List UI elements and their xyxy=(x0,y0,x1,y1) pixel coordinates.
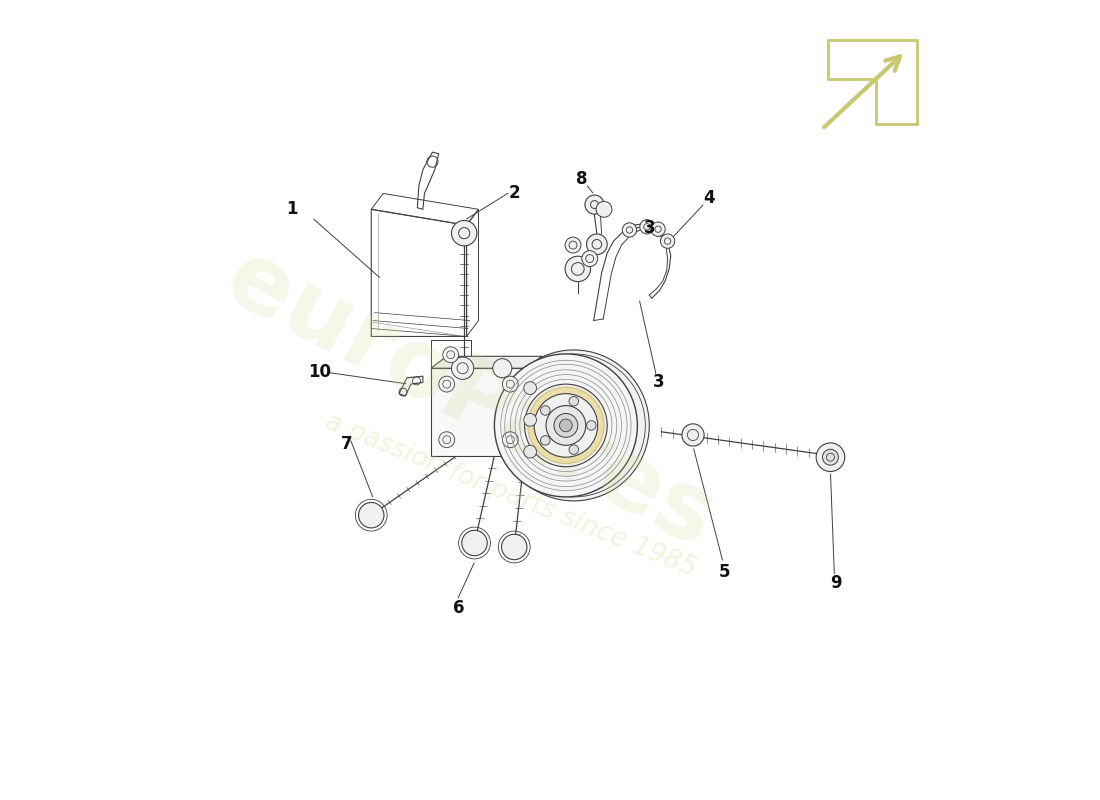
Circle shape xyxy=(823,450,838,465)
Circle shape xyxy=(535,394,597,457)
Text: 5: 5 xyxy=(719,563,730,582)
Circle shape xyxy=(623,223,637,237)
Circle shape xyxy=(660,234,674,248)
Text: 3: 3 xyxy=(644,218,656,237)
Circle shape xyxy=(682,424,704,446)
Text: 9: 9 xyxy=(830,574,842,592)
Text: a passion for parts since 1985: a passion for parts since 1985 xyxy=(321,409,700,582)
Text: 4: 4 xyxy=(703,190,715,207)
Text: 7: 7 xyxy=(341,434,352,453)
Circle shape xyxy=(554,414,578,438)
Polygon shape xyxy=(431,356,542,368)
Circle shape xyxy=(586,234,607,254)
Ellipse shape xyxy=(526,382,543,458)
Polygon shape xyxy=(526,356,542,456)
Text: 3: 3 xyxy=(653,373,664,390)
Circle shape xyxy=(546,406,585,446)
Text: 1: 1 xyxy=(286,200,298,218)
Circle shape xyxy=(585,195,604,214)
Circle shape xyxy=(540,435,550,445)
Circle shape xyxy=(586,421,596,430)
Circle shape xyxy=(596,202,612,218)
Circle shape xyxy=(816,443,845,471)
Circle shape xyxy=(565,237,581,253)
Circle shape xyxy=(525,384,607,466)
Circle shape xyxy=(498,350,649,501)
Circle shape xyxy=(359,502,384,528)
Text: euroPares: euroPares xyxy=(210,233,730,567)
Circle shape xyxy=(582,250,597,266)
Circle shape xyxy=(451,221,477,246)
Circle shape xyxy=(493,358,512,378)
Circle shape xyxy=(540,406,550,415)
Text: 2: 2 xyxy=(508,185,520,202)
Text: 10: 10 xyxy=(308,363,331,381)
Circle shape xyxy=(524,414,537,426)
Text: 6: 6 xyxy=(453,599,464,617)
Circle shape xyxy=(451,357,474,379)
Circle shape xyxy=(640,220,654,234)
Polygon shape xyxy=(431,368,526,456)
Circle shape xyxy=(439,432,454,448)
Circle shape xyxy=(439,376,454,392)
Circle shape xyxy=(503,376,518,392)
Circle shape xyxy=(503,432,518,448)
Circle shape xyxy=(560,419,572,432)
Circle shape xyxy=(569,397,579,406)
Circle shape xyxy=(651,222,666,236)
Circle shape xyxy=(494,354,637,497)
Circle shape xyxy=(565,256,591,282)
Circle shape xyxy=(502,534,527,560)
Circle shape xyxy=(524,382,537,394)
Circle shape xyxy=(462,530,487,556)
Polygon shape xyxy=(399,376,422,396)
Circle shape xyxy=(569,445,579,454)
Circle shape xyxy=(442,346,459,362)
Circle shape xyxy=(524,446,537,458)
Circle shape xyxy=(528,387,604,463)
Text: 8: 8 xyxy=(576,170,587,188)
